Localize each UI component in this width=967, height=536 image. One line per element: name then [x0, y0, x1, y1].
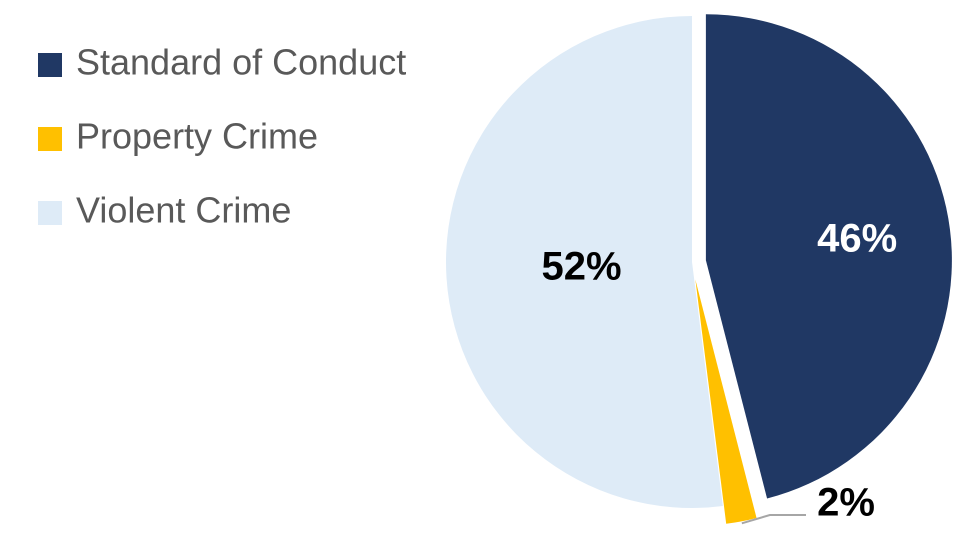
data-label-standard-of-conduct: 46%: [817, 217, 897, 261]
slice-violent-crime: [446, 16, 723, 508]
leader-line-property-crime: [741, 514, 806, 525]
leader-lines: [741, 514, 806, 525]
data-label-violent-crime: 52%: [541, 245, 621, 289]
pie-slices: [446, 14, 952, 524]
legend-label-standard-of-conduct: Standard of Conduct: [76, 42, 406, 83]
legend-label-property-crime: Property Crime: [76, 116, 318, 157]
slice-standard-of-conduct: [705, 14, 952, 499]
legend-label-violent-crime: Violent Crime: [76, 190, 291, 231]
data-label-property-crime: 2%: [817, 481, 875, 525]
legend-swatch-property-crime: [38, 127, 62, 151]
legend-swatch-violent-crime: [38, 201, 62, 225]
legend-swatch-standard-of-conduct: [38, 53, 62, 77]
data-labels: 46% 2% 52%: [541, 217, 897, 525]
legend: Standard of Conduct Property Crime Violent…: [38, 42, 406, 231]
slice-property-crime: [695, 279, 757, 524]
